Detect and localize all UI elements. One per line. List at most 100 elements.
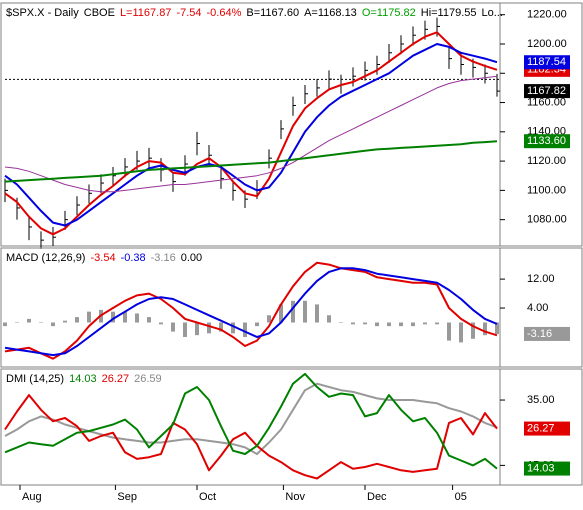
legend-entry: 26.27 [102,373,130,385]
series-line [4,394,498,480]
y-tick-label: 1100.00 [527,184,566,196]
legend-entry: $SPX.X - Daily [6,7,79,19]
histogram-bar [423,322,427,325]
histogram-bar [471,322,475,339]
histogram-bar [15,322,19,324]
x-tick-label: Oct [199,491,216,503]
last-value-label: 1133.60 [527,135,566,147]
legend-entry: 14.03 [69,373,97,385]
panel [0,2,583,247]
legend-entry: -3.16 [151,252,176,264]
legend-entry: -0.38 [121,252,146,264]
histogram-bar [495,322,499,334]
legend-entry: MACD (12,26,9) [6,252,85,264]
y-tick-label: 1080.00 [527,214,567,226]
histogram-bar [195,322,199,336]
legend-entry: -7.54 [176,7,201,19]
histogram-bar [363,322,367,325]
histogram-bar [111,311,115,323]
histogram-bar [459,322,463,343]
y-tick-label: 1220.00 [527,9,567,21]
y-tick-label: 12.00 [527,273,555,285]
legend: $SPX.X - Daily CBOE L=1167.87 -7.54 -0.64% B=… [6,7,503,19]
x-tick-label: Dec [367,491,387,503]
histogram-bar [171,322,175,332]
histogram-bar [375,322,379,327]
legend-entry: CBOE [84,7,115,19]
series-line [4,31,498,236]
legend-entry: L=1167.87 [120,7,172,19]
legend-entry: DMI (14,25) [6,373,64,385]
histogram-bar [135,313,139,323]
histogram-bar [219,322,223,332]
histogram-bar [39,322,43,324]
histogram-bar [339,322,343,324]
last-value-label: -3.16 [527,328,552,340]
histogram-bar [483,322,487,336]
last-value-badge [524,461,570,476]
y-tick-label: 35.00 [527,394,555,406]
last-value-badge [524,84,570,99]
histogram-bar [51,322,55,327]
histogram-bar [207,322,211,334]
histogram-bar [399,322,403,327]
histogram-bar [183,322,187,337]
histogram-bar [75,317,79,323]
histogram-bar [159,322,163,325]
histogram-bar [231,322,235,334]
series-line [4,261,498,360]
histogram-bar [411,322,415,327]
histogram-bar [447,322,451,341]
legend: MACD (12,26,9) -3.54 -0.38 -3.16 0.00 [6,252,202,264]
series-line [4,75,498,193]
last-value-badge [524,326,570,341]
histogram-bar [147,317,151,323]
legend-entry: A=1168.13 [304,7,357,19]
legend-entry: 26.59 [134,373,162,385]
histogram-bar [27,318,31,323]
histogram-bar [267,315,271,323]
last-value-badge [524,134,570,149]
x-tick-label: 05 [455,491,467,503]
last-value-badge [524,55,570,70]
histogram-bar [327,315,331,323]
histogram-bar [435,322,439,325]
last-value-label: 1187.54 [527,56,566,68]
y-tick-label: 1120.00 [527,155,566,167]
histogram-bar [3,322,7,327]
legend: DMI (14,25) 14.03 26.27 26.59 [6,373,162,385]
last-value-label: 14.03 [527,462,555,474]
legend-entry: Lo... [482,7,503,19]
histogram-bar [291,300,295,323]
x-tick-label: Nov [285,491,305,503]
histogram-bar [243,322,247,337]
legend-entry: O=1175.82 [362,7,416,19]
x-tick-label: Sep [117,491,137,503]
series-line [4,372,498,470]
histogram-bar [87,311,91,323]
y-tick-label: 4.00 [527,302,548,314]
panel [0,247,583,368]
last-value-label: 1167.82 [527,85,566,97]
histogram-bar [255,322,259,327]
histogram-bar [63,320,67,323]
last-value-badge [524,421,570,436]
legend-entry: Hi=1179.55 [421,7,477,19]
histogram-bar [387,322,391,327]
legend-entry: B=1167.60 [246,7,299,19]
panel [0,368,583,486]
histogram-bar [279,304,283,323]
histogram-bar [315,304,319,323]
series-line [4,43,498,227]
y-tick-label: 1200.00 [527,38,567,50]
last-value-label: 26.27 [527,422,555,434]
legend-entry: 0.00 [181,252,202,264]
legend-entry: -3.54 [90,252,115,264]
y-tick-label: 1160.00 [527,96,566,108]
legend-entry: -0.64% [207,7,242,19]
x-tick-label: Aug [22,491,42,503]
histogram-bar [351,322,355,325]
histogram-bar [123,311,127,323]
